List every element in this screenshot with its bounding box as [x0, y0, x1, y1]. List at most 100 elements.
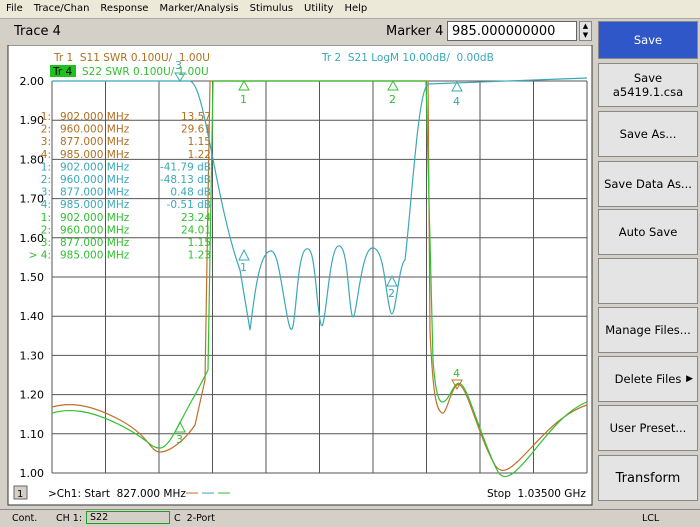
marker-frequency: 960.000 MHz	[60, 224, 130, 236]
menu-bar: File Trace/Chan Response Marker/Analysis Sti…	[0, 0, 700, 19]
marker-value: 1.15	[188, 237, 211, 249]
toolbar: Trace 4 Marker 4 985.000000000 MHz ▲▼	[0, 19, 596, 59]
menu-item[interactable]: Stimulus	[249, 3, 294, 14]
y-axis-label: 1.10	[20, 428, 45, 441]
softkey[interactable]: Save As...	[598, 111, 698, 157]
y-axis-label: 1.80	[20, 153, 45, 166]
active-trace-box	[50, 65, 76, 77]
marker-flag: 4	[453, 95, 460, 108]
marker-triangle	[238, 248, 250, 261]
marker-index: 3:	[41, 187, 51, 199]
marker-flag: 1	[240, 93, 247, 106]
softkey[interactable]: User Preset...	[598, 405, 698, 451]
trace-header: Tr 2 S21 LogM 10.00dB/ 0.00dB	[321, 52, 494, 64]
marker-value: 0.48 dB	[170, 187, 211, 199]
menu-item[interactable]: Marker/Analysis	[159, 3, 239, 14]
marker-frequency: 960.000 MHz	[60, 124, 130, 136]
marker-flag: 1	[240, 261, 247, 274]
marker-label: Marker 4	[386, 24, 444, 39]
softkey[interactable]	[598, 258, 698, 304]
active-trace: Trace 4	[14, 24, 61, 39]
marker-index: 1:	[41, 111, 51, 123]
marker-index: > 4:	[29, 250, 51, 262]
softkey[interactable]: Transform	[598, 455, 698, 501]
y-axis-label: 1.30	[20, 349, 45, 362]
softkey-label: Manage Files...	[605, 323, 691, 337]
y-axis-label: 1.60	[20, 232, 45, 245]
marker-flag: 3	[176, 433, 183, 446]
marker-index: 1:	[41, 212, 51, 224]
status-item: Cont.	[12, 513, 38, 524]
spinner[interactable]: ▲ ▼	[579, 21, 592, 41]
marker-index: 2:	[41, 224, 51, 236]
status-item: S22	[86, 511, 170, 524]
marker-triangle	[387, 79, 399, 91]
y-axis-label: 1.90	[20, 114, 45, 127]
marker-frequency: 985.000 MHz	[60, 199, 130, 211]
status-item: CH 1:	[56, 513, 83, 524]
chart-window: 3 1 2 4 1 2 3 4 Tr 1 S11 SWR 0.100U/ 1.0…	[7, 45, 593, 506]
marker-value: 24.01	[181, 224, 211, 236]
start-freq: >Ch1: Start 827.000 MHz	[48, 488, 186, 500]
softkey-label: Save	[633, 71, 663, 85]
marker-triangle	[451, 379, 463, 391]
trace-header: S22 SWR 0.100U/ 1.00U	[82, 66, 209, 78]
marker-input[interactable]: 985.000000000 MHz	[447, 21, 577, 59]
softkey[interactable]: Save a5419.1.csa	[598, 63, 698, 107]
marker-frequency: 877.000 MHz	[60, 237, 130, 249]
marker-frequency: 985.000 MHz	[60, 250, 130, 262]
marker-value: 1.23	[188, 250, 211, 262]
marker-triangle	[451, 80, 463, 92]
marker-triangle	[174, 72, 186, 82]
softkey[interactable]: Auto Save	[598, 209, 698, 255]
y-axis-label: 1.20	[20, 389, 45, 402]
marker-index: 2:	[41, 174, 51, 186]
softkey-label: Save As...	[619, 127, 677, 141]
marker-flag: 3	[175, 59, 182, 72]
softkey-label: User Preset...	[609, 421, 687, 435]
marker-frequency: 877.000 MHz	[60, 187, 130, 199]
softkey-label: Save Data As...	[604, 177, 692, 191]
stop-freq: Stop 1.03500 GHz	[487, 488, 586, 500]
menu-item[interactable]: Response	[100, 3, 149, 14]
menu-item[interactable]: Help	[344, 3, 368, 14]
marker-flag: 2	[388, 287, 395, 300]
marker-frequency: 902.000 MHz	[60, 212, 130, 224]
menu-item[interactable]: Utility	[304, 3, 334, 14]
menu-item[interactable]: File	[6, 3, 23, 14]
marker-value: -48.13 dB	[160, 174, 211, 186]
softkey[interactable]: Manage Files...	[598, 307, 698, 353]
marker-flag: 2	[389, 93, 396, 106]
marker-index: 3:	[41, 237, 51, 249]
softkey-label: Auto Save	[618, 225, 678, 239]
y-axis-label: 1.00	[20, 467, 45, 480]
softkey[interactable]: Save Data As...	[598, 161, 698, 207]
y-axis-label: 1.70	[20, 193, 45, 206]
softkey[interactable]: Save	[598, 21, 698, 59]
marker-index: 1:	[41, 161, 51, 173]
marker-value: 29.61	[181, 124, 211, 136]
marker-flag: 4	[453, 367, 460, 380]
softkey-label: Delete Files	[614, 372, 682, 386]
softkey[interactable]: Delete Files ▶	[598, 356, 698, 402]
marker-value: 23.24	[181, 212, 211, 224]
marker-frequency: 877.000 MHz	[60, 136, 130, 148]
softkey-label: a5419.1.csa	[612, 85, 684, 99]
y-axis-label: 1.50	[20, 271, 45, 284]
marker-value: -41.79 dB	[160, 161, 211, 173]
marker-index: 4:	[41, 149, 51, 161]
submenu-arrow: ▶	[686, 374, 693, 384]
marker-triangles	[174, 72, 463, 433]
status-item: C 2-Port	[174, 513, 215, 524]
marker-value: -0.51 dB	[167, 199, 211, 211]
marker-index: 3:	[41, 136, 51, 148]
menu-item[interactable]: Trace/Chan	[33, 3, 90, 14]
softkey-label: Save	[633, 33, 663, 47]
marker-frequency: 902.000 MHz	[60, 111, 130, 123]
marker-frequency: 960.000 MHz	[60, 174, 130, 186]
trace-s21	[52, 77, 588, 331]
marker-value: 1.22	[188, 149, 211, 161]
marker-triangle	[174, 420, 186, 433]
trace-s22	[51, 80, 588, 478]
y-axis-label: 2.00	[20, 75, 45, 88]
